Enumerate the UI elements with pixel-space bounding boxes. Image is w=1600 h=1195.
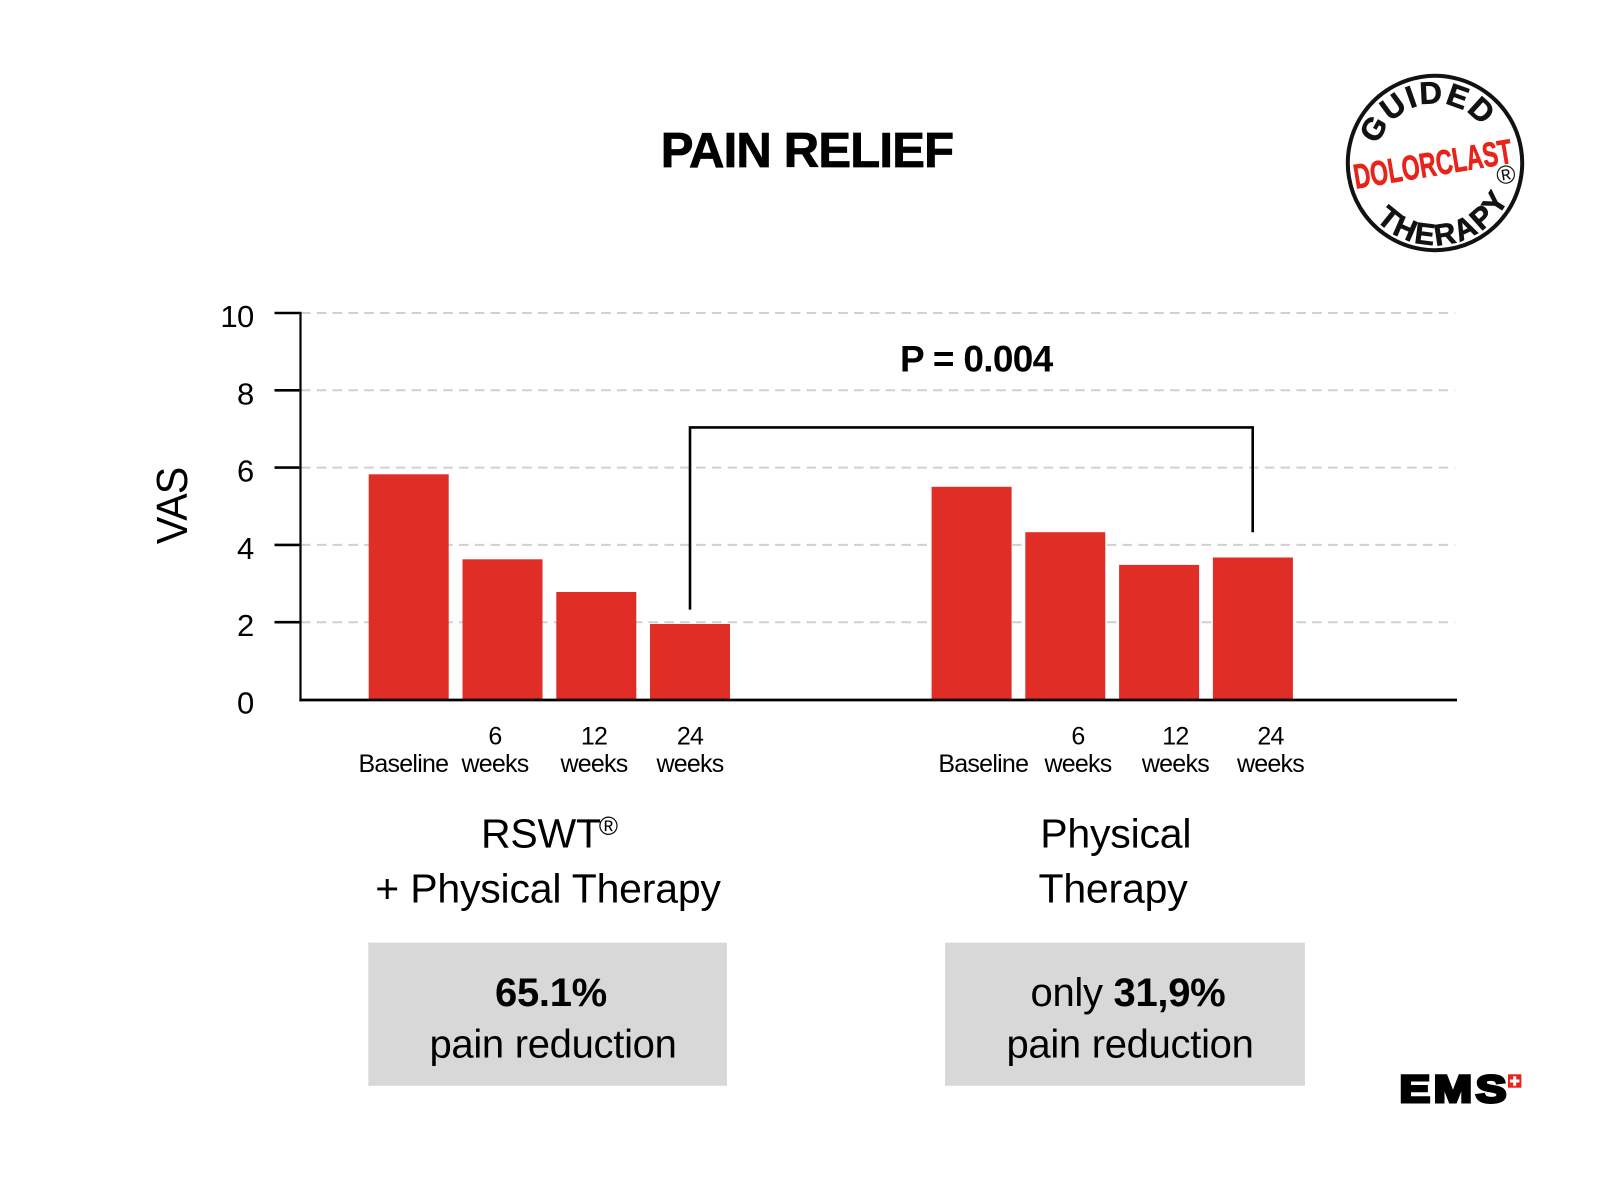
svg-text:P = 0.004: P = 0.004 <box>900 339 1054 380</box>
svg-text:pain reduction: pain reduction <box>1006 1023 1253 1067</box>
svg-text:VAS: VAS <box>148 468 196 544</box>
svg-text:EMS: EMS <box>1400 1068 1510 1110</box>
svg-text:8: 8 <box>237 376 254 411</box>
svg-text:+ Physical Therapy: + Physical Therapy <box>375 866 721 912</box>
svg-text:Therapy: Therapy <box>1038 866 1188 912</box>
svg-text:weeks: weeks <box>1236 750 1304 778</box>
svg-text:Physical: Physical <box>1040 810 1191 856</box>
svg-text:weeks: weeks <box>1141 750 1209 778</box>
svg-text:24: 24 <box>677 722 704 750</box>
svg-text:®: ® <box>599 811 618 841</box>
svg-text:6: 6 <box>1071 722 1084 750</box>
svg-text:4: 4 <box>237 531 254 566</box>
svg-text:10: 10 <box>220 299 254 334</box>
svg-text:®: ® <box>1494 158 1518 191</box>
svg-text:Baseline: Baseline <box>938 750 1028 778</box>
svg-text:Baseline: Baseline <box>358 750 448 778</box>
svg-text:2: 2 <box>237 608 254 643</box>
svg-text:only 31,9%: only 31,9% <box>1031 971 1226 1015</box>
svg-text:weeks: weeks <box>655 750 723 778</box>
svg-text:6: 6 <box>237 454 254 489</box>
svg-text:6: 6 <box>488 722 501 750</box>
svg-text:65.1%: 65.1% <box>495 971 607 1015</box>
svg-text:weeks: weeks <box>1043 750 1111 778</box>
svg-text:RSWT: RSWT <box>481 810 601 856</box>
svg-text:0: 0 <box>237 686 254 721</box>
svg-text:pain reduction: pain reduction <box>429 1023 676 1067</box>
svg-text:12: 12 <box>581 722 607 750</box>
svg-text:PAIN RELIEF: PAIN RELIEF <box>661 124 953 178</box>
svg-text:weeks: weeks <box>559 750 627 778</box>
svg-text:12: 12 <box>1162 722 1188 750</box>
svg-text:24: 24 <box>1257 722 1284 750</box>
svg-text:weeks: weeks <box>460 750 528 778</box>
